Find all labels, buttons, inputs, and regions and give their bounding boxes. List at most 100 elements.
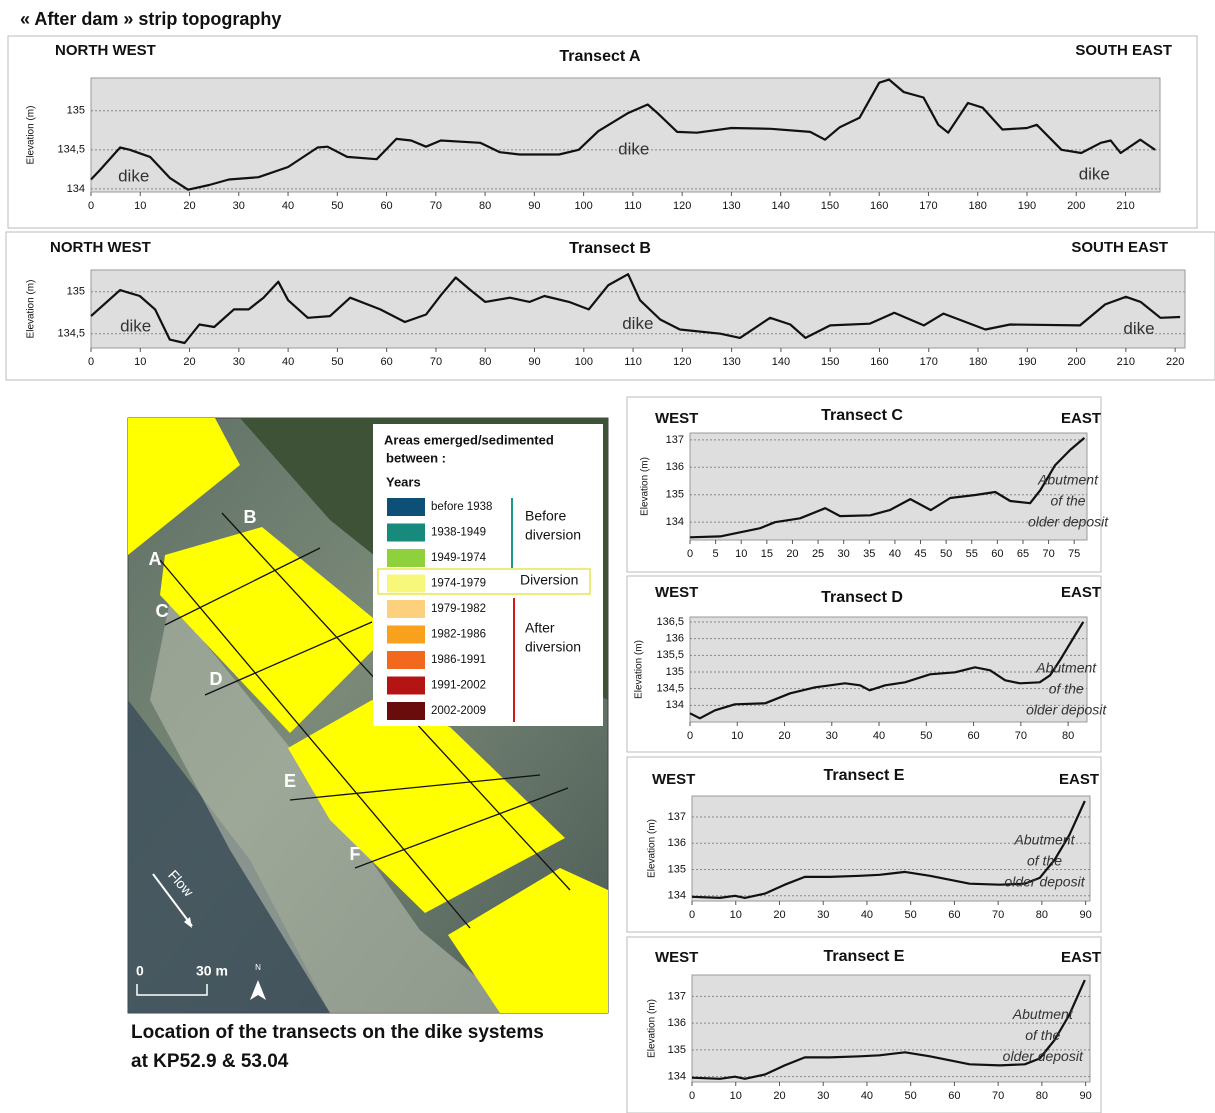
x-tick-label: 30 [817,1090,829,1102]
x-tick-label: 75 [1068,548,1080,560]
deposit [288,700,565,913]
right-label: EAST [1061,410,1101,427]
x-tick-label: 80 [1036,909,1048,921]
y-axis-label: Elevation (m) [640,457,651,516]
x-tick-label: 190 [1018,200,1036,212]
data-line [689,437,1086,539]
x-tick-label: 30 [826,730,838,742]
figure-title: « After dam » strip topography [20,9,281,29]
y-axis-label: Elevation (m) [647,999,658,1058]
x-tick-label: 150 [821,200,839,212]
map-caption: at KP52.9 & 53.04 [131,1051,289,1072]
x-tick-label: 180 [969,356,987,368]
x-tick-label: 60 [967,730,979,742]
x-tick-label: 0 [687,548,693,560]
x-tick-label: 40 [282,356,294,368]
x-tick-label: 70 [430,356,442,368]
chart-title: Transect C [821,407,903,424]
annotation: Abutment [1012,1006,1074,1022]
y-tick-label: 136,5 [656,616,684,628]
legend: before 1938 1938-1949 1949-1974 1974-1979 19… [377,498,591,722]
data-line [90,78,1156,191]
legend-label: 1979-1982 [431,603,486,615]
annotation: older deposit [1026,701,1107,717]
x-tick-label: 70 [992,909,1004,921]
legend-swatch [387,549,425,567]
annotation: Abutment [1037,472,1099,488]
x-tick-label: 200 [1067,356,1085,368]
x-tick-label: 0 [88,356,94,368]
x-tick-label: 70 [1015,730,1027,742]
data-line [691,979,1086,1080]
transect-line [289,774,541,801]
annotation: dike [618,139,649,158]
x-tick-label: 5 [713,548,719,560]
x-tick-label: 10 [134,200,146,212]
deposit [448,868,608,1013]
x-tick-label: 60 [948,909,960,921]
y-tick-label: 135 [67,105,85,117]
map-caption: Location of the transects on the dike sy… [131,1022,544,1043]
scale-bar [136,984,208,996]
x-tick-label: 40 [889,548,901,560]
legend-swatch [387,676,425,695]
x-tick-label: 50 [331,356,343,368]
transect-line [164,547,321,626]
x-tick-label: 50 [905,1090,917,1102]
legend-group-label: Before [525,508,566,524]
charts: NORTH WEST SOUTH EAST Transect A Elevation … [5,35,1215,1113]
legend-swatch [387,523,425,542]
annotation: older deposit [1028,514,1109,530]
x-tick-label: 10 [735,548,747,560]
x-tick-label: 170 [919,200,937,212]
annotation: older deposit [1004,874,1085,890]
map: A B C D E F Flow 0 30 m N Areas emerged/… [127,417,609,1014]
transect-label: E [284,771,296,791]
x-tick-label: 55 [966,548,978,560]
water [128,700,330,1013]
legend-swatch [387,574,425,593]
x-tick-label: 220 [1166,356,1184,368]
transect-line [354,787,569,869]
annotation: Abutment [1014,832,1076,848]
y-axis-label: Elevation (m) [634,640,645,699]
y-tick-label: 134,5 [57,328,85,340]
x-tick-label: 30 [233,200,245,212]
x-tick-label: 40 [861,1090,873,1102]
x-tick-label: 100 [575,356,593,368]
x-tick-label: 60 [380,200,392,212]
x-tick-label: 140 [771,200,789,212]
y-tick-label: 134 [666,516,684,528]
chart-title: Transect B [569,240,651,257]
y-tick-label: 134 [67,183,85,195]
legend-swatch [387,600,425,618]
legend-swatch [387,702,425,720]
annotation: dike [118,167,149,186]
x-tick-label: 50 [940,548,952,560]
legend-swatch [387,498,425,516]
x-tick-label: 160 [870,356,888,368]
transect-label: F [350,844,361,864]
legend-label: 1986-1991 [431,654,486,666]
legend-group-label: Diversion [520,572,578,588]
transect-label: B [244,507,257,527]
chart: WEST EAST Transect C Elevation (m) 134 135 136… [626,396,1109,573]
legend-title: Areas emerged/sedimented [384,432,554,447]
right-label: EAST [1059,771,1099,788]
legend-title: between : [386,450,446,465]
y-tick-label: 134,5 [656,683,684,695]
right-label: SOUTH EAST [1075,42,1172,59]
legend-swatch [387,651,425,669]
chart: NORTH WEST SOUTH EAST Transect A Elevation … [7,35,1198,229]
chart: WEST EAST Transect D Elevation (m) 134 134,5 1… [626,575,1107,753]
x-tick-label: 170 [920,356,938,368]
x-tick-label: 130 [722,356,740,368]
chart-title: Transect A [559,48,641,65]
chart-title: Transect D [821,589,903,606]
y-tick-label: 136 [668,1017,686,1029]
legend-label: 2002-2009 [431,705,486,717]
left-label: WEST [655,949,698,966]
deposit [128,418,240,555]
y-tick-label: 134 [666,699,684,711]
x-tick-label: 0 [689,909,695,921]
